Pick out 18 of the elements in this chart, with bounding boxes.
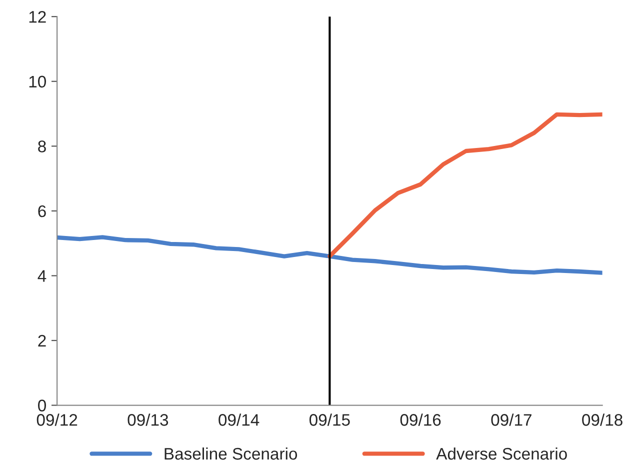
x-tick-label: 09/14 bbox=[218, 414, 260, 426]
x-tick-label: 09/18 bbox=[582, 414, 622, 426]
y-tick-label: 2 bbox=[38, 334, 46, 347]
x-tick-label: 09/12 bbox=[36, 414, 78, 426]
y-tick-label: 0 bbox=[38, 400, 46, 412]
y-tick-label: 4 bbox=[38, 270, 46, 282]
line-series bbox=[57, 235, 602, 275]
legend-label: Baseline Scenario bbox=[164, 447, 298, 460]
x-tick-label: 09/13 bbox=[128, 414, 168, 426]
y-tick-label: 8 bbox=[38, 140, 46, 152]
x-tick-label: 09/17 bbox=[491, 414, 532, 426]
y-tick-label: 10 bbox=[29, 76, 46, 88]
y-tick-label: 6 bbox=[38, 205, 46, 218]
legend-label: Adverse Scenario bbox=[436, 447, 567, 460]
line-series bbox=[328, 112, 602, 258]
x-tick-label: 09/15 bbox=[309, 414, 350, 426]
y-tick-label: 12 bbox=[29, 10, 46, 23]
x-tick-label: 09/16 bbox=[400, 414, 441, 426]
